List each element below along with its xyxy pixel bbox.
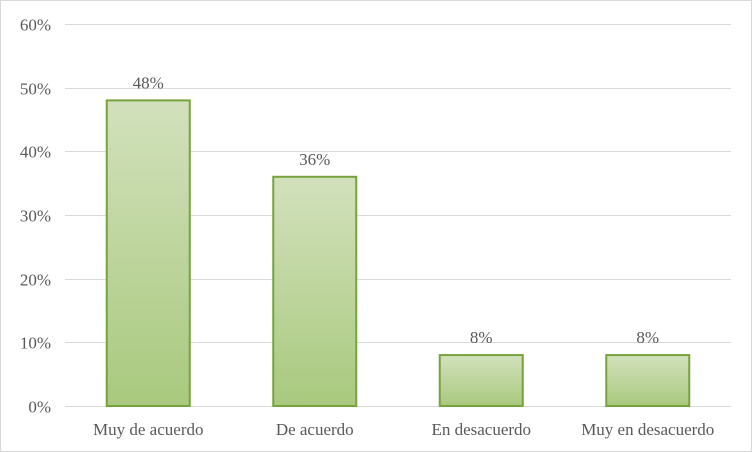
y-tick-label: 40% (20, 143, 51, 162)
y-tick-label: 30% (20, 207, 51, 226)
data-label: 48% (133, 73, 164, 92)
x-category-label: En desacuerdo (431, 420, 531, 439)
bar (605, 354, 691, 408)
bar (438, 354, 524, 408)
y-tick-label: 20% (20, 271, 51, 290)
x-category-label: Muy de acuerdo (93, 420, 203, 439)
y-tick-label: 50% (20, 80, 51, 99)
data-label: 36% (299, 150, 330, 169)
bar (105, 99, 191, 408)
bar (272, 175, 358, 407)
x-category-label: De acuerdo (276, 420, 354, 439)
y-tick-label: 0% (28, 398, 51, 417)
y-tick-label: 60% (20, 16, 51, 35)
x-category-label: Muy en desacuerdo (581, 420, 714, 439)
data-label: 8% (636, 328, 659, 347)
data-labels: 48% 36% 8% 8% (133, 73, 659, 347)
data-label: 8% (470, 328, 493, 347)
bars (105, 99, 691, 408)
x-axis-category-labels: Muy de acuerdo De acuerdo En desacuerdo Muy… (93, 420, 714, 439)
y-tick-label: 10% (20, 334, 51, 353)
y-axis-tick-labels: 0% 10% 20% 30% 40% 50% 60% (20, 16, 51, 417)
